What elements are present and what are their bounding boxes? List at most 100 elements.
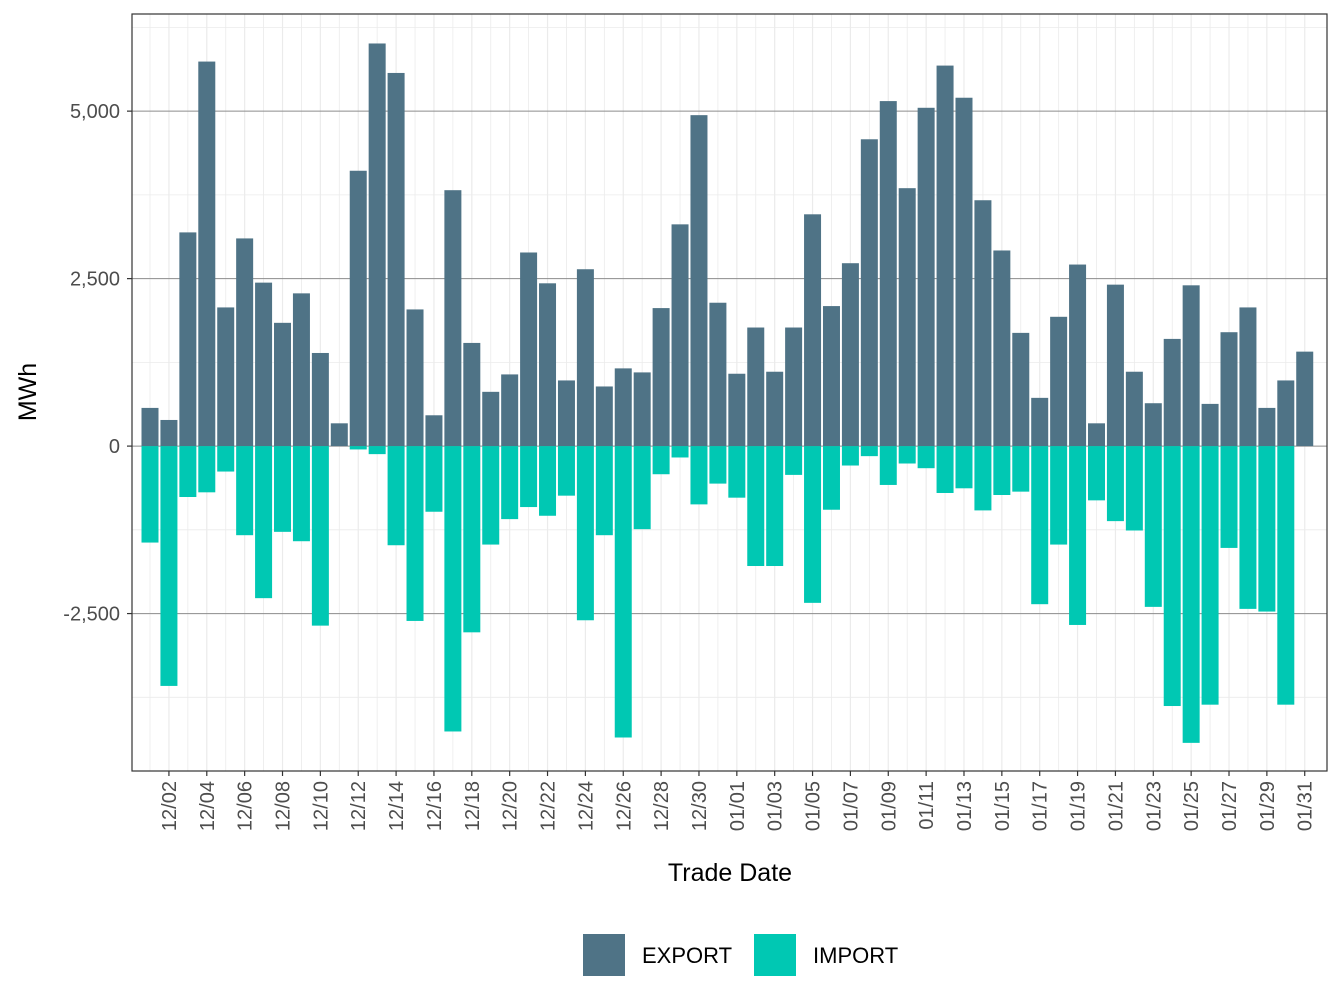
export-bar — [217, 307, 235, 447]
export-bar — [1031, 397, 1049, 447]
import-bar — [936, 446, 954, 493]
x-tick-label: 12/04 — [197, 781, 219, 831]
import-bar — [349, 446, 367, 450]
import-bar — [917, 446, 935, 469]
export-bar — [936, 65, 954, 447]
x-tick-label: 12/14 — [386, 781, 408, 831]
export-bar — [444, 190, 462, 447]
x-tick-label: 12/18 — [462, 781, 484, 831]
export-bar — [1144, 403, 1162, 447]
import-bar — [690, 446, 708, 505]
x-tick-label: 12/02 — [159, 781, 181, 831]
import-bar — [709, 446, 727, 484]
y-tick-label: 2,500 — [70, 269, 120, 291]
x-tick-label: 12/12 — [348, 781, 370, 831]
import-bar — [1220, 446, 1238, 548]
export-bar — [898, 188, 916, 447]
export-bar — [482, 391, 500, 447]
export-bar — [576, 269, 594, 447]
export-bar — [1088, 423, 1105, 447]
import-bar — [1163, 446, 1181, 707]
x-tick-label: 01/21 — [1105, 781, 1127, 831]
export-bar — [160, 419, 178, 447]
import-bar — [804, 446, 822, 603]
x-tick-label: 01/09 — [878, 781, 900, 831]
export-bar — [1277, 380, 1295, 447]
export-bar — [728, 373, 746, 447]
export-bar — [766, 371, 784, 447]
export-bar — [822, 306, 840, 447]
import-bar — [539, 446, 557, 516]
export-bar — [1106, 284, 1124, 447]
import-bar — [1088, 446, 1105, 501]
x-tick-label: 01/31 — [1295, 781, 1317, 831]
export-bar — [1182, 285, 1200, 447]
export-bar — [274, 322, 292, 447]
export-bar — [425, 415, 443, 447]
export-bar — [652, 308, 670, 447]
x-tick-label: 01/19 — [1068, 781, 1090, 831]
x-axis-title: Trade Date — [668, 859, 792, 887]
import-bar — [141, 446, 159, 543]
import-bar — [217, 446, 235, 472]
export-bar — [1220, 332, 1238, 447]
import-bar — [841, 446, 859, 466]
import-bar — [766, 446, 784, 567]
y-axis: 5,000 2,500 0 -2,500 — [63, 101, 132, 626]
x-tick-label: 12/06 — [235, 781, 257, 831]
x-tick-label: 12/08 — [273, 781, 295, 831]
x-tick-label: 12/22 — [538, 781, 560, 831]
export-bar — [198, 61, 216, 447]
import-bar — [463, 446, 481, 633]
import-bar — [879, 446, 897, 485]
export-bar — [804, 214, 822, 447]
import-bar — [1069, 446, 1087, 625]
x-tick-label: 01/29 — [1257, 781, 1279, 831]
import-bar — [1239, 446, 1257, 609]
legend: EXPORT IMPORT — [583, 934, 898, 976]
export-bar — [671, 224, 689, 447]
import-bar — [1277, 446, 1295, 705]
export-bar — [349, 170, 367, 447]
x-tick-label: 12/10 — [310, 781, 332, 831]
import-bar — [1050, 446, 1068, 545]
import-bar — [652, 446, 670, 475]
export-bar — [614, 368, 632, 447]
export-bar — [406, 309, 424, 447]
x-tick-label: 01/05 — [803, 781, 825, 831]
import-bar — [822, 446, 840, 510]
export-bar — [1012, 332, 1030, 447]
import-bar — [1258, 446, 1276, 612]
import-bar — [444, 446, 462, 732]
export-bar — [993, 250, 1011, 447]
import-bar — [614, 446, 632, 738]
import-bar — [368, 446, 386, 455]
import-bar — [955, 446, 973, 489]
export-bar — [557, 380, 575, 447]
import-bar — [1031, 446, 1049, 605]
x-tick-label: 12/16 — [424, 781, 446, 831]
import-bar — [236, 446, 254, 536]
export-bar — [311, 352, 329, 447]
import-bar — [274, 446, 292, 532]
export-bar — [955, 97, 973, 447]
x-tick-label: 01/15 — [992, 781, 1014, 831]
y-tick-label: 5,000 — [70, 101, 120, 123]
y-axis-title: MWh — [14, 363, 42, 421]
import-bar — [1201, 446, 1219, 705]
export-bar — [860, 139, 878, 447]
export-bar — [236, 238, 254, 447]
export-bar — [785, 327, 803, 447]
export-bar — [1050, 316, 1068, 447]
export-bar — [292, 293, 310, 447]
import-bar — [898, 446, 916, 464]
import-bar — [595, 446, 613, 536]
legend-label-export: EXPORT — [642, 943, 732, 968]
export-bar — [179, 232, 197, 447]
import-bar — [255, 446, 273, 599]
bars — [141, 43, 1314, 743]
export-bar — [368, 43, 386, 447]
y-tick-label: 0 — [109, 436, 120, 458]
import-bar — [633, 446, 651, 530]
x-tick-label: 01/07 — [840, 781, 862, 831]
